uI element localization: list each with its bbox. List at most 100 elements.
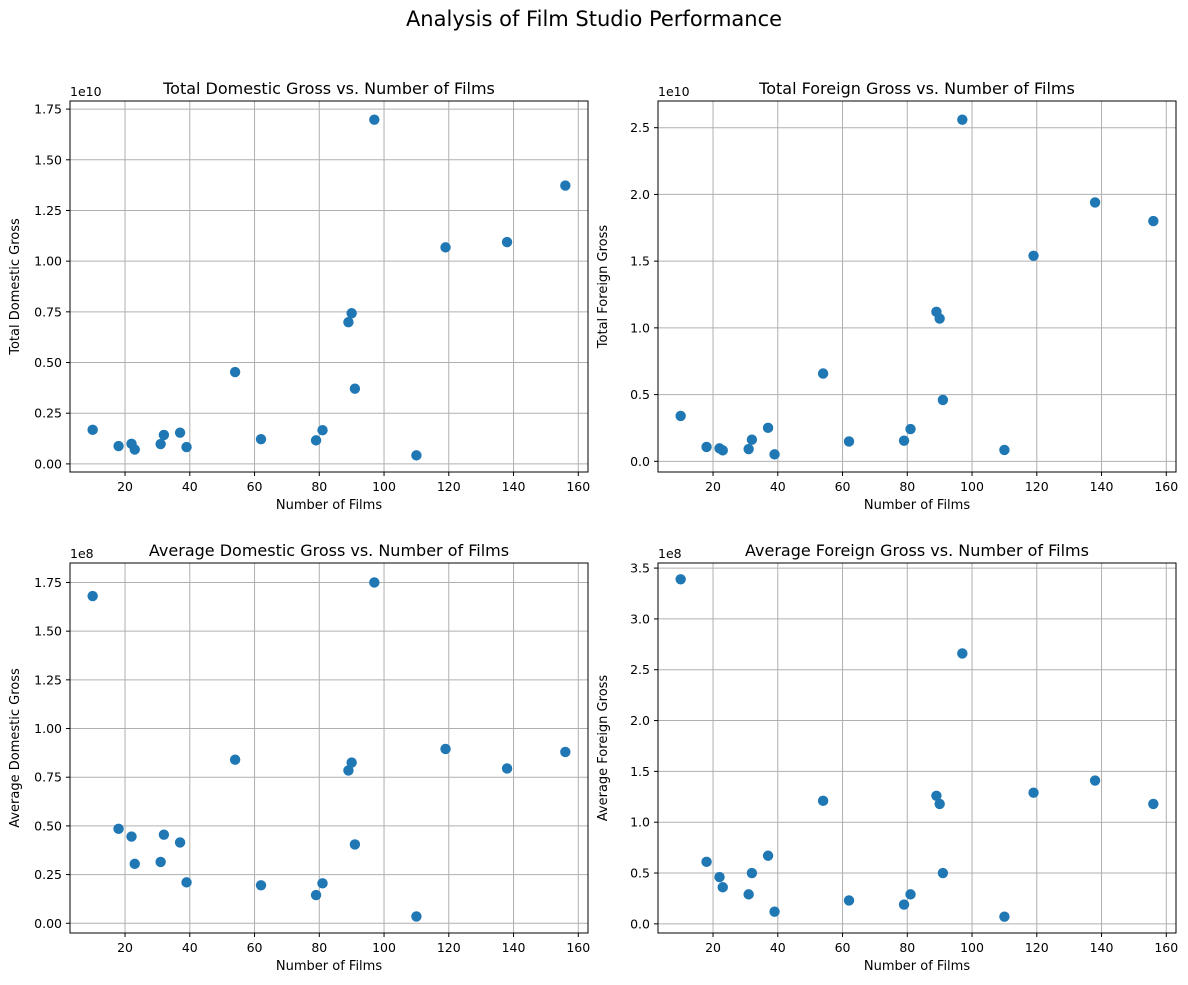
data-point: [158, 829, 170, 840]
data-point: [675, 574, 686, 585]
x-tick-label: 100: [960, 479, 984, 494]
data-point: [898, 435, 910, 446]
data-point: [229, 754, 241, 765]
x-tick-label: 160: [1154, 479, 1178, 494]
data-point: [369, 577, 380, 588]
data-point: [440, 242, 451, 253]
data-point: [937, 394, 949, 406]
y-tick-label: 1.00: [34, 254, 62, 269]
plot-frame: [69, 100, 589, 473]
data-point: [87, 424, 98, 436]
data-point: [701, 441, 712, 453]
data-point: [411, 450, 422, 461]
data-point: [174, 837, 186, 848]
data-point: [310, 889, 322, 901]
y-axis-offset-text: 1e10: [70, 84, 102, 99]
data-point: [905, 889, 916, 900]
x-tick-label: 40: [182, 940, 198, 955]
x-tick-label: 140: [502, 940, 526, 955]
data-point: [714, 871, 725, 883]
data-point: [957, 648, 968, 659]
data-point: [1028, 787, 1039, 798]
data-point: [346, 757, 357, 768]
data-point: [1089, 775, 1101, 786]
x-tick-label: 100: [372, 479, 396, 494]
x-tick-label: 80: [899, 479, 915, 494]
y-axis-offset-text: 1e10: [658, 84, 690, 99]
data-point: [817, 795, 829, 807]
x-tick-label: 60: [835, 940, 851, 955]
x-tick-label: 80: [311, 940, 327, 955]
data-point: [762, 850, 774, 861]
data-point: [746, 434, 758, 445]
data-point: [155, 438, 166, 450]
y-tick-label: 0.5: [630, 866, 650, 881]
y-tick-label: 0.00: [34, 916, 62, 931]
data-point: [129, 858, 140, 870]
x-axis-label: Number of Films: [864, 498, 970, 513]
data-point: [769, 449, 780, 460]
data-point: [440, 743, 451, 755]
x-tick-label: 140: [1090, 940, 1114, 955]
data-point: [937, 867, 949, 879]
x-tick-label: 100: [372, 940, 396, 955]
data-point: [931, 790, 942, 801]
data-point: [843, 895, 855, 906]
data-point: [560, 180, 571, 191]
subplot-title: Total Domestic Gross vs. Number of Films: [162, 79, 495, 98]
x-tick-label: 20: [117, 940, 133, 955]
data-point: [155, 856, 166, 868]
x-tick-label: 20: [117, 479, 133, 494]
data-point: [317, 425, 328, 436]
data-point: [905, 423, 916, 435]
data-point: [675, 410, 686, 422]
y-tick-label: 1.00: [34, 721, 62, 736]
y-tick-label: 0.5: [630, 387, 650, 402]
y-tick-label: 3.5: [630, 561, 650, 576]
x-tick-label: 120: [1025, 940, 1049, 955]
data-point: [717, 445, 728, 456]
data-point: [129, 444, 140, 455]
x-tick-label: 160: [1154, 940, 1178, 955]
subplot-grid: 20 40 60 80 100 120 140 1600.000.250.500.751.00…: [8, 79, 1178, 974]
x-tick-label: 20: [705, 479, 721, 494]
y-tick-label: 2.0: [630, 187, 650, 202]
x-tick-label: 120: [437, 940, 461, 955]
data-point: [113, 440, 124, 452]
data-point: [343, 316, 354, 328]
data-point: [349, 383, 361, 394]
x-tick-label: 140: [502, 479, 526, 494]
subplot-4: 20 40 60 80 100 120 140 160 0.0 0.5 1.0 1.5 2.0 2.5 3.…: [596, 541, 1178, 974]
y-tick-label: 0.50: [34, 818, 62, 833]
plot-frame: [657, 562, 1177, 934]
data-point: [310, 435, 322, 446]
y-tick-label: 1.0: [630, 815, 650, 830]
subplot-2: 20 40 60 80 100 120 140 160 0.0 0.5 1.0 1.5 2.0 2.5 1e…: [596, 79, 1178, 513]
x-tick-label: 40: [770, 479, 786, 494]
data-point: [701, 856, 712, 868]
data-point: [762, 422, 774, 434]
y-tick-label: 0.0: [630, 454, 650, 469]
data-point: [369, 114, 380, 125]
data-point: [817, 368, 829, 379]
y-tick-label: 0.50: [34, 355, 62, 370]
y-tick-label: 2.5: [630, 120, 650, 135]
x-tick-label: 120: [1025, 479, 1049, 494]
y-tick-label: 2.5: [630, 662, 650, 677]
subplot-title: Average Foreign Gross vs. Number of Film…: [745, 541, 1089, 560]
data-point: [255, 433, 267, 445]
x-tick-label: 60: [247, 940, 263, 955]
data-point: [255, 880, 267, 891]
data-point: [769, 906, 780, 917]
data-point: [181, 877, 192, 888]
y-tick-label: 2.0: [630, 713, 650, 728]
y-tick-label: 0.75: [34, 304, 62, 319]
data-point: [346, 308, 357, 319]
y-axis-label: Total Domestic Gross: [8, 218, 23, 356]
data-point: [181, 441, 192, 453]
y-tick-label: 3.0: [630, 611, 650, 626]
data-point: [1089, 197, 1101, 208]
data-point: [743, 443, 754, 455]
x-tick-label: 160: [566, 940, 590, 955]
